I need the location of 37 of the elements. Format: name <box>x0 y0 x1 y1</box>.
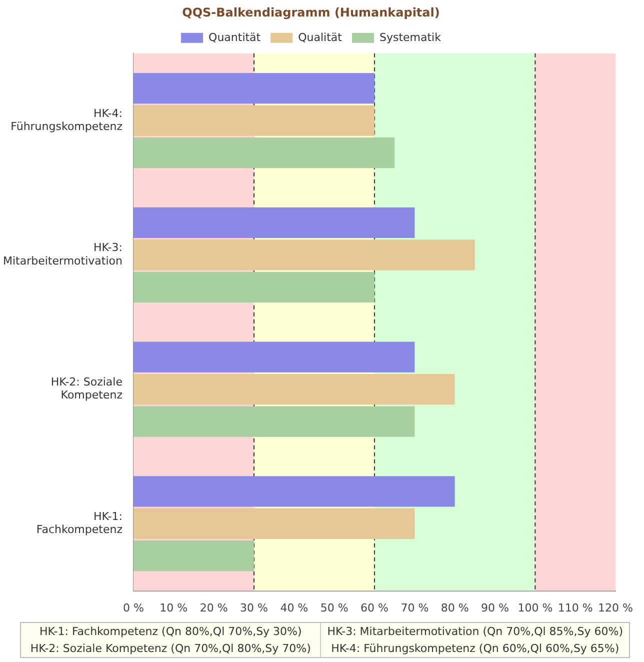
y-tick-label: HK-3: Mitarbeitermotivation <box>2 241 122 268</box>
legend-label: Quantität <box>208 30 262 44</box>
x-tick-label: 70 % <box>400 601 429 614</box>
x-tick-label: 60 % <box>360 601 388 614</box>
chart-title: QQS-Balkendiagramm (Humankapital) <box>182 5 440 20</box>
bar <box>133 207 415 238</box>
x-tick-label: 120 % <box>598 601 634 614</box>
text: HK-2: Soziale Kompetenz (Qn 70%,Ql 80%,Sy 70%) <box>29 641 312 657</box>
x-tick-label: 50 % <box>320 601 348 614</box>
y-tick-label: HK-4: Führungskompetenz <box>10 106 123 134</box>
legend-label: Qualität <box>298 30 343 44</box>
x-tick-label: 90 % <box>481 601 509 614</box>
y-tick-label: HK-1: Fachkompetenz <box>36 510 123 536</box>
bar <box>133 138 395 168</box>
bar <box>133 105 374 136</box>
y-tick-label: HK-2: Soziale Kompetenz <box>50 376 123 402</box>
x-tick-label: 80 % <box>440 601 469 614</box>
text: HK-4: Führungskompetenz (Qn 60%,Ql 60%,Sy 65%) <box>320 640 629 657</box>
x-tick-label: 20 % <box>200 601 228 614</box>
x-tick-label: 40 % <box>280 601 308 614</box>
bar <box>133 342 415 372</box>
bar <box>133 240 475 270</box>
bar <box>133 73 374 104</box>
bar <box>133 540 254 572</box>
bar <box>133 476 455 507</box>
x-tick-label: 100 % <box>518 601 553 614</box>
bar <box>133 508 415 539</box>
bar <box>133 272 374 302</box>
text: HK-1: Fachkompetenz (Qn 80%,Ql 70%,Sy 30%) <box>38 624 303 640</box>
bar <box>133 406 415 437</box>
x-tick-label: 110 % <box>558 601 593 614</box>
x-tick-label: 0 % <box>123 601 144 614</box>
x-tick-label: 30 % <box>240 601 268 614</box>
x-tick-label: 10 % <box>160 601 188 614</box>
bar <box>133 374 455 405</box>
legend-label: Systematik <box>379 30 442 44</box>
text: HK-3: Mitarbeitermotivation (Qn 70%,Ql 85%,Sy 60%) <box>320 623 629 640</box>
